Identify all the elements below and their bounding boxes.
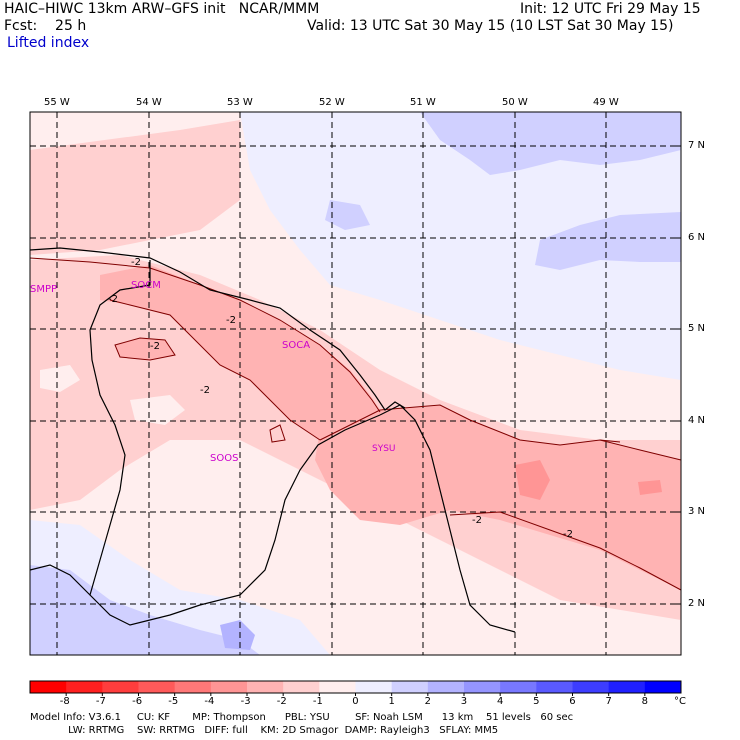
li-field-1-2-east — [535, 212, 681, 270]
lon-label: 55 W — [44, 97, 70, 108]
contour-label: -2 — [131, 257, 141, 268]
lat-label: 5 N — [688, 323, 706, 334]
colorbar-value: -4 — [204, 696, 215, 707]
lon-label: 53 W — [227, 97, 253, 108]
station-label-soca: SOCA — [282, 340, 310, 351]
colorbar-swatch — [283, 681, 320, 693]
map-frame — [29, 111, 682, 656]
colorbar-swatch — [500, 681, 537, 693]
li-field-1-2-patch — [325, 200, 370, 230]
axis-ticks — [56, 112, 681, 605]
model-info-line-2: LW: RRTMG SW: RRTMG DIFF: full KM: 2D Sm… — [30, 725, 499, 736]
colorbar-value: 1 — [388, 696, 395, 707]
colorbar-value: 4 — [496, 696, 504, 707]
li-field-neg3-patch — [515, 460, 550, 500]
lat-label: 2 N — [688, 598, 706, 609]
colorbar-value: -7 — [95, 696, 106, 707]
colorbar-value: 5 — [533, 696, 540, 707]
colorbar-value: -3 — [240, 696, 251, 707]
colorbar-swatch — [427, 681, 465, 693]
contour-label: -2 — [200, 385, 210, 396]
colorbar-swatch — [644, 681, 682, 693]
colorbar-value: 6 — [569, 696, 576, 707]
li-field-1-2-north — [420, 112, 681, 175]
li-field-1-2-south — [30, 565, 260, 655]
contour-label: -2 — [108, 294, 118, 305]
valid-time: Valid: 13 UTC Sat 30 May 15 (10 LST Sat … — [307, 18, 674, 34]
station-label-socm: SOCM — [131, 280, 161, 291]
init-time: Init: 12 UTC Fri 29 May 15 — [520, 1, 701, 17]
li-field-light-patch — [130, 395, 185, 425]
contour-label: -2 — [226, 315, 236, 326]
lon-label: 49 W — [593, 97, 619, 108]
model-info-line-1: Model Info: V3.6.1 CU: KF MP: Thompson P… — [30, 712, 574, 723]
colorbar-swatch — [138, 681, 176, 693]
colorbar-swatch — [391, 681, 429, 693]
li-field-neg1-0-north — [30, 120, 240, 255]
colorbar — [29, 680, 682, 696]
colorbar-value: 3 — [460, 696, 468, 707]
colorbar-value: 2 — [424, 696, 431, 707]
colorbar-swatch — [102, 681, 139, 693]
colorbar-value: 0 — [352, 696, 359, 707]
lat-label: 6 N — [688, 232, 706, 243]
contour-lines — [29, 257, 682, 591]
colorbar-swatch — [247, 681, 284, 693]
station-label-smpp: SMPP — [30, 284, 57, 295]
lat-label: 7 N — [688, 140, 706, 151]
lon-label: 52 W — [319, 97, 345, 108]
contour-label: -2 — [563, 529, 573, 540]
colorbar-swatch — [464, 681, 501, 693]
station-label-sysu: SYSU — [372, 444, 396, 454]
coast-borders — [29, 247, 516, 633]
li-field-neg3-patch-2 — [638, 480, 662, 495]
colorbar-swatch — [572, 681, 610, 693]
colorbar-value: -1 — [312, 696, 323, 707]
li-field-2-3-patch — [220, 620, 255, 650]
colorbar-swatch — [66, 681, 103, 693]
field-name: Lifted index — [7, 35, 90, 51]
station-label-soos: SOOS — [210, 453, 238, 464]
colorbar-value: -5 — [168, 696, 179, 707]
forecast-hour: Fcst: 25 h — [4, 18, 87, 34]
li-field-neg2-patch — [115, 338, 175, 360]
colorbar-swatch — [536, 681, 573, 693]
colorbar-value: -8 — [59, 696, 70, 707]
colorbar-swatch — [608, 681, 646, 693]
colorbar-swatch — [210, 681, 248, 693]
colorbar-unit: °C — [674, 696, 686, 707]
contour-label: -2 — [472, 515, 482, 526]
colorbar-value: 8 — [641, 696, 648, 707]
li-field-0-1 — [240, 112, 681, 380]
colorbar-swatch — [174, 681, 212, 693]
lon-label: 51 W — [410, 97, 436, 108]
lat-label: 4 N — [688, 415, 706, 426]
contour-label: -2 — [150, 341, 160, 352]
colorbar-value: -2 — [276, 696, 287, 707]
colorbar-swatch — [30, 681, 67, 693]
colorbar-swatch — [355, 681, 393, 693]
li-field-light-patch-2 — [40, 365, 80, 392]
colorbar-value: 7 — [605, 696, 612, 707]
lat-label: 3 N — [688, 506, 706, 517]
lon-label: 54 W — [136, 97, 162, 108]
colorbar-swatch — [319, 681, 356, 693]
model-title: HAIC–HIWC 13km ARW–GFS init NCAR/MMM — [4, 1, 320, 17]
colorbar-value: -6 — [132, 696, 143, 707]
lat-lon-grid — [30, 112, 681, 655]
lon-label: 50 W — [502, 97, 528, 108]
